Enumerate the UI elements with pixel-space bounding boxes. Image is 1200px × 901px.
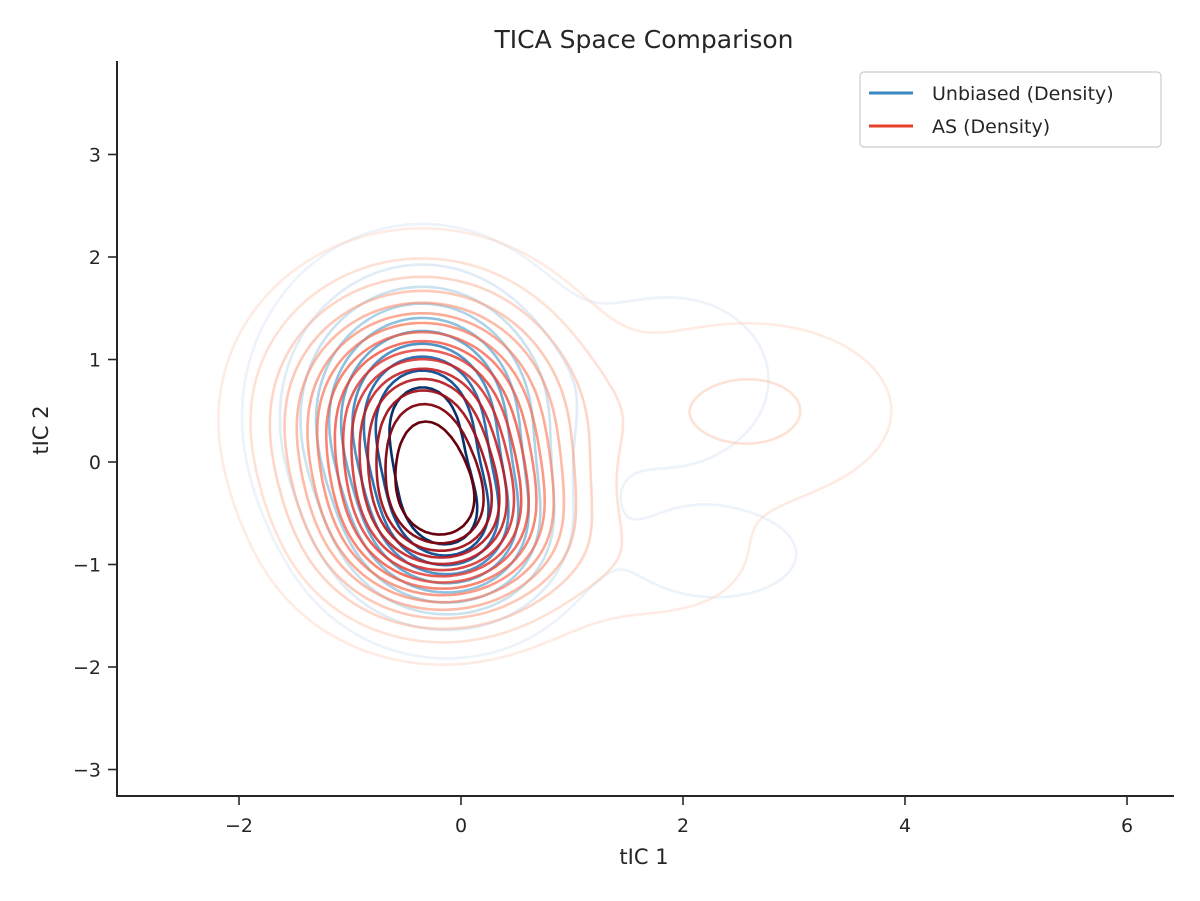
contour-level bbox=[388, 386, 479, 546]
y-tick-label: 3 bbox=[89, 145, 101, 167]
contour-level bbox=[333, 339, 530, 584]
contour-level bbox=[299, 285, 556, 616]
contour-level bbox=[350, 357, 516, 572]
x-tick-label: 4 bbox=[899, 815, 911, 837]
contour-level bbox=[315, 321, 546, 597]
legend-box bbox=[859, 71, 1162, 148]
x-tick-label: 6 bbox=[1121, 815, 1133, 837]
contour-level bbox=[358, 367, 508, 566]
contour-level bbox=[283, 289, 578, 620]
contour-level bbox=[375, 389, 493, 552]
contour-level bbox=[240, 222, 798, 660]
contour-level bbox=[374, 369, 490, 557]
legend-label-as: AS (Density) bbox=[932, 116, 1050, 138]
x-axis-ticks: −2 0 2 4 6 bbox=[225, 796, 1133, 837]
contour-level bbox=[268, 275, 594, 631]
x-tick-label: 2 bbox=[677, 815, 689, 837]
contour-level bbox=[366, 377, 501, 559]
contour-level bbox=[249, 257, 802, 644]
y-tick-label: 0 bbox=[89, 452, 101, 474]
y-tick-label: −1 bbox=[73, 555, 101, 577]
legend: Unbiased (Density) AS (Density) bbox=[859, 71, 1162, 148]
y-tick-label: −3 bbox=[73, 760, 101, 782]
y-tick-label: 1 bbox=[89, 350, 101, 372]
y-axis-label: tIC 2 bbox=[29, 405, 53, 454]
chart-title: TICA Space Comparison bbox=[494, 25, 794, 54]
y-tick-label: −2 bbox=[73, 657, 101, 679]
contour-level bbox=[306, 312, 555, 604]
x-tick-label: −2 bbox=[225, 815, 253, 837]
x-axis-label: tIC 1 bbox=[619, 845, 668, 869]
as-density-contours bbox=[217, 227, 893, 666]
y-axis-ticks: −3 −2 −1 0 1 2 3 bbox=[73, 145, 117, 782]
x-tick-label: 0 bbox=[455, 815, 467, 837]
contour-level bbox=[295, 301, 566, 612]
contour-level bbox=[341, 348, 523, 578]
contour-level bbox=[217, 227, 893, 666]
contour-level bbox=[384, 402, 485, 545]
contour-level bbox=[394, 420, 476, 536]
contour-level bbox=[325, 330, 538, 590]
legend-label-unbiased: Unbiased (Density) bbox=[932, 83, 1114, 105]
y-tick-label: 2 bbox=[89, 247, 101, 269]
